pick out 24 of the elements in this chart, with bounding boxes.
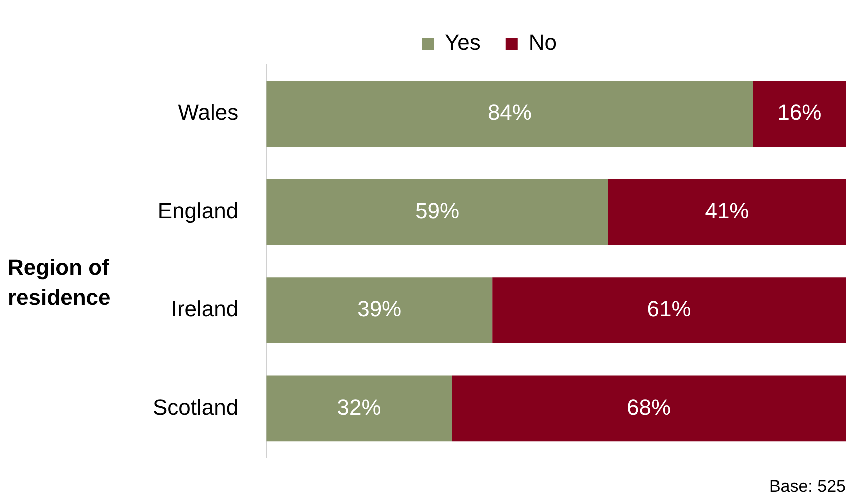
y-tick-label: Wales bbox=[178, 100, 239, 126]
y-tick-label: England bbox=[158, 198, 239, 224]
data-label: 61% bbox=[647, 296, 692, 322]
bar bbox=[608, 179, 846, 246]
data-label: 16% bbox=[778, 100, 822, 126]
data-label: 32% bbox=[337, 394, 382, 420]
bar bbox=[266, 179, 608, 246]
y-tick-label: Ireland bbox=[171, 296, 239, 322]
data-label: 59% bbox=[416, 198, 460, 224]
data-label: 84% bbox=[488, 100, 532, 126]
data-label: 41% bbox=[705, 198, 750, 224]
bar bbox=[452, 376, 846, 442]
bar bbox=[266, 376, 452, 442]
y-tick-label: Scotland bbox=[152, 394, 239, 420]
legend-label: No bbox=[528, 30, 558, 56]
bar bbox=[266, 81, 754, 147]
text: Base: 525 bbox=[769, 477, 846, 497]
y-axis-title: Region of residence bbox=[8, 254, 112, 312]
bar bbox=[753, 81, 846, 147]
bar bbox=[266, 278, 493, 344]
data-label: 39% bbox=[358, 296, 402, 322]
data-label: 68% bbox=[626, 394, 672, 420]
bar bbox=[492, 278, 846, 344]
legend-label: Yes bbox=[444, 30, 481, 56]
